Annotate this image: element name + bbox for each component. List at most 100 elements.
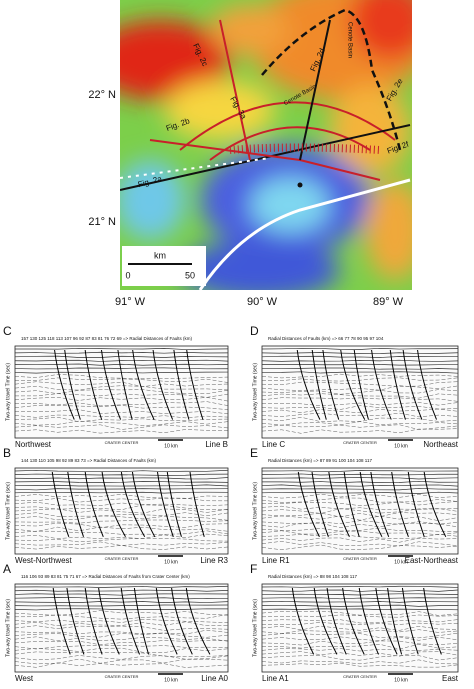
reflector [14,597,229,600]
fault [391,471,409,537]
reflector [261,470,459,473]
fault [322,349,340,420]
longitude-label: 89° W [373,296,404,308]
reflector [261,508,459,514]
fault [389,349,406,420]
reflector [261,527,459,532]
reflector [14,481,229,483]
reflector [14,355,229,358]
scale-label: 10 km [394,677,408,683]
reflector [261,662,459,668]
center-label: CRATER CENTER [105,556,139,561]
right-label: East [442,674,459,683]
fault [120,471,146,538]
fault [311,471,329,537]
reflector [261,501,459,506]
reflector [261,493,459,499]
fault [417,349,437,420]
reflector [261,363,458,366]
reflector [261,608,459,611]
scale-label: 10 km [164,677,178,683]
panel-letter: E [250,446,258,460]
fault [326,587,347,655]
panel-letter: C [3,324,12,338]
fault [67,471,84,537]
fault [120,587,141,655]
left-label: Line R1 [262,556,290,565]
reflector [261,640,459,646]
reflector [261,585,459,588]
reflector [261,371,459,374]
fault [311,349,327,420]
reflector [261,659,459,665]
reflector [14,651,229,657]
reflector [261,347,459,350]
left-label: Line C [262,440,285,449]
fault [186,349,204,420]
reflector [14,363,229,366]
reflector [14,374,229,379]
fault [291,587,315,655]
axis-label: Two-way travel Time (sec) [5,599,11,657]
reflector [14,593,229,596]
reflector [261,544,459,550]
fault [52,587,71,655]
reflector [261,636,459,641]
axis-label: Two-way travel Time (sec) [5,482,11,540]
reflector [261,522,459,528]
panel-letter: A [3,562,11,576]
reflector [14,351,229,354]
reflector [261,537,459,543]
scale-label: 10 km [394,559,408,565]
reflector [261,352,459,354]
reflector [261,373,459,379]
section-frame [261,583,459,673]
seismic-panel: B 144 130 110 105 98 92 89 83 73 => Radia… [3,446,229,565]
reflector [261,421,459,426]
reflector [14,393,229,398]
fault [297,471,320,538]
section-frame [261,345,459,439]
section-frame [14,345,229,439]
reflector [261,625,459,631]
fault [343,471,360,537]
reflector [261,622,459,625]
reflector [261,412,459,418]
reflector [14,469,229,473]
reflector [261,491,459,494]
reflector [14,601,229,603]
scale-label: 10 km [394,443,408,449]
left-label: West-Northwest [15,556,73,565]
reflector [14,491,229,494]
reflector [14,359,229,362]
seismic-panel: A 116 106 93 89 83 81 75 71 67 => Radial … [3,562,229,683]
center-label: CRATER CENTER [105,440,139,445]
reflector [261,520,459,525]
scale-label: 10 km [164,559,178,565]
reflector [261,515,459,521]
scale-unit: km [154,250,166,260]
fault [84,587,103,655]
fault [84,349,103,420]
seismic-panel: C 157 130 125 118 113 107 96 92 87 83 81 … [3,324,229,449]
fault [353,349,369,420]
fault [152,349,174,420]
fault [296,349,321,420]
center-label: CRATER CENTER [343,556,377,561]
right-label: Line R3 [200,556,228,565]
fault [387,587,403,655]
reflector [261,393,459,399]
fault [133,587,150,655]
reflector [261,651,459,657]
reflector [261,533,459,539]
fault [402,349,423,420]
axis-label: Two-way travel Time (sec) [252,363,258,421]
panel-letter: F [250,562,257,576]
reflector [261,648,459,652]
reflector [261,405,459,410]
fault [340,349,366,420]
reflector [14,401,229,407]
reflector [14,614,229,620]
fault [423,471,447,538]
